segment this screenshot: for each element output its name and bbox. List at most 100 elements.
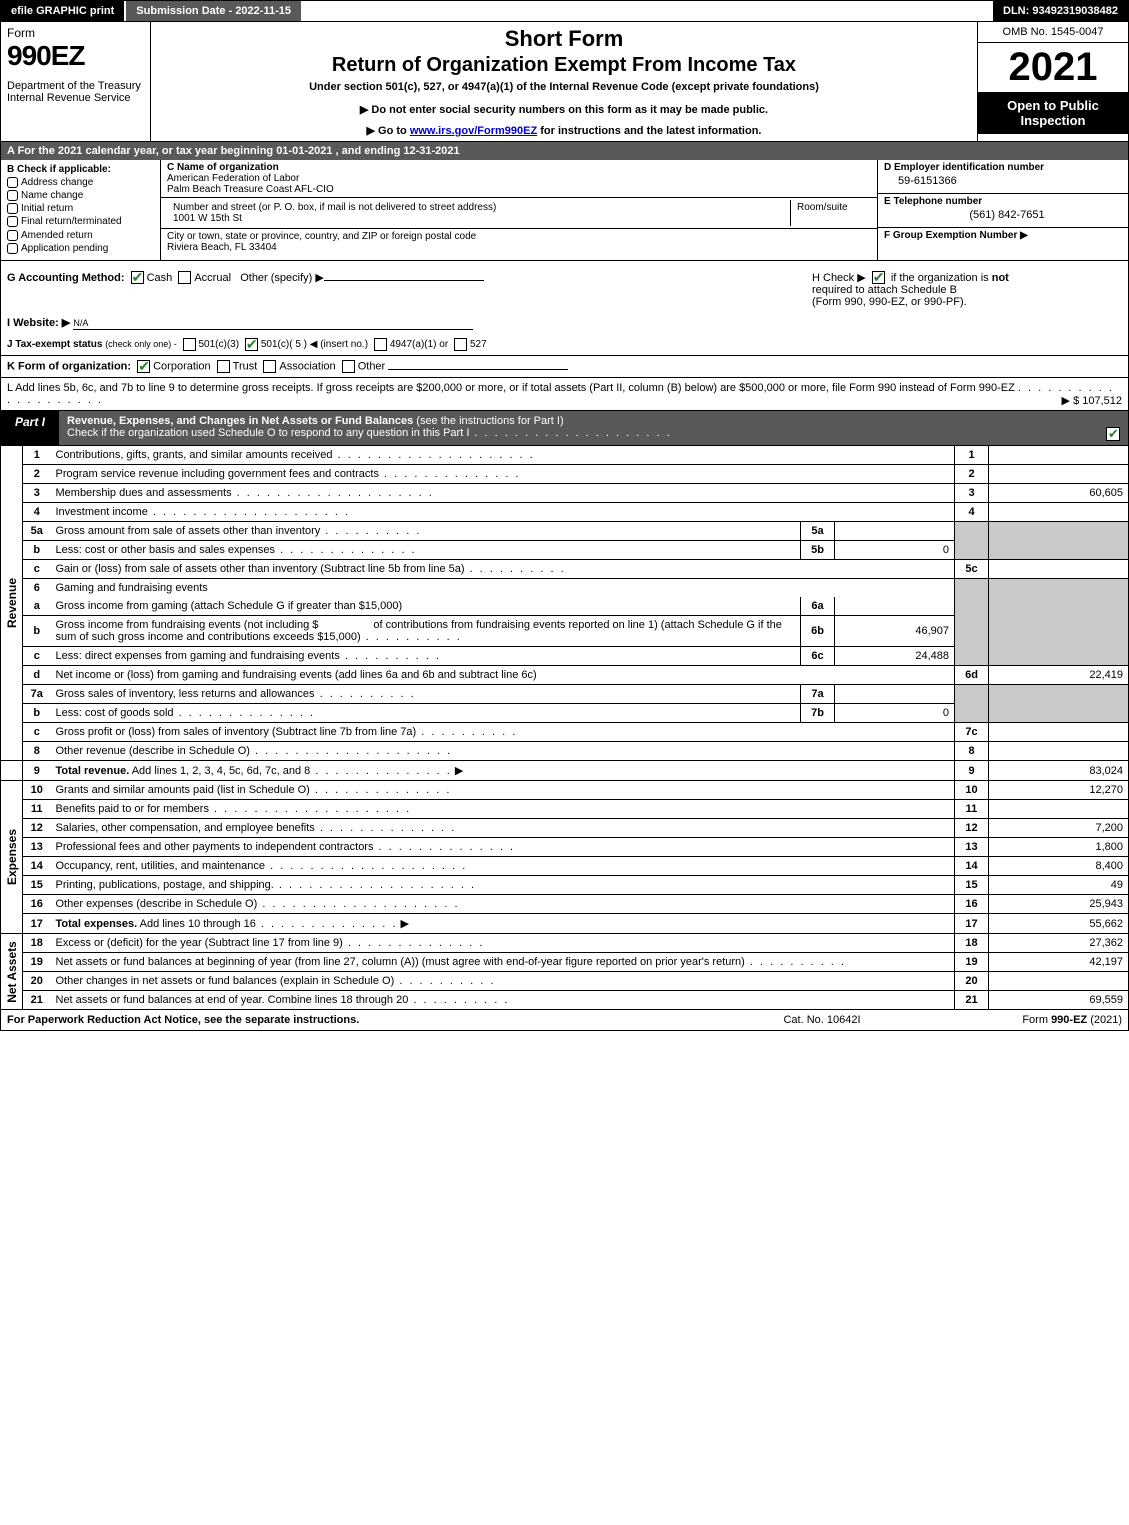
dots-icon xyxy=(174,707,316,719)
txt: Printing, publications, postage, and shi… xyxy=(56,879,274,891)
dots-icon xyxy=(373,841,515,853)
line-desc: Net assets or fund balances at beginning… xyxy=(51,953,955,972)
line-desc: Net assets or fund balances at end of ye… xyxy=(51,991,955,1010)
grey-cell xyxy=(955,522,989,560)
org-name-1: American Federation of Labor xyxy=(167,173,871,184)
amt-cell xyxy=(989,972,1129,991)
chk-other[interactable] xyxy=(342,360,355,373)
chk-h[interactable] xyxy=(872,271,885,284)
room-suite-label: Room/suite xyxy=(791,200,871,226)
header-center: Short Form Return of Organization Exempt… xyxy=(151,22,978,141)
sub-line-num: 7b xyxy=(801,704,835,723)
num-col: 6d xyxy=(955,666,989,685)
j-o2: 501(c)( 5 ) ◀ (insert no.) xyxy=(261,340,368,351)
dots-icon xyxy=(340,650,441,662)
sub-amt: 0 xyxy=(835,541,955,560)
amt-cell: 55,662 xyxy=(989,914,1129,934)
line-desc: Less: cost of goods sold xyxy=(51,704,801,723)
city-label: City or town, state or province, country… xyxy=(167,231,871,242)
line-desc: Other expenses (describe in Schedule O) xyxy=(51,895,955,914)
expenses-table: Expenses 10 Grants and similar amounts p… xyxy=(0,781,1129,934)
short-form-title: Short Form xyxy=(159,26,969,52)
line-desc: Gross profit or (loss) from sales of inv… xyxy=(51,723,955,742)
txt: Net assets or fund balances at end of ye… xyxy=(56,994,409,1006)
chk-association[interactable] xyxy=(263,360,276,373)
chk-schedule-o[interactable] xyxy=(1106,427,1120,441)
line-desc: Contributions, gifts, grants, and simila… xyxy=(51,446,955,465)
chk-final-return[interactable]: Final return/terminated xyxy=(7,216,154,227)
sub-amt xyxy=(835,522,955,541)
k-label: K Form of organization: xyxy=(7,361,131,373)
amt-cell: 60,605 xyxy=(989,484,1129,503)
section-a-tax-year: A For the 2021 calendar year, or tax yea… xyxy=(0,142,1129,160)
line-desc: Salaries, other compensation, and employ… xyxy=(51,819,955,838)
dots-icon xyxy=(469,427,671,439)
header-left: Form 990EZ Department of the Treasury In… xyxy=(1,22,151,141)
opt-label: Address change xyxy=(21,177,93,188)
omb-number: OMB No. 1545-0047 xyxy=(978,22,1128,43)
chk-trust[interactable] xyxy=(217,360,230,373)
expenses-vertical-label: Expenses xyxy=(1,781,23,934)
chk-application-pending[interactable]: Application pending xyxy=(7,243,154,254)
amt-cell xyxy=(989,742,1129,761)
dots-icon xyxy=(394,975,495,987)
chk-initial-return[interactable]: Initial return xyxy=(7,203,154,214)
dots-icon xyxy=(343,937,485,949)
checkbox-icon xyxy=(7,216,18,227)
txt: Membership dues and assessments xyxy=(56,487,232,499)
chk-amended-return[interactable]: Amended return xyxy=(7,230,154,241)
c-name-label: C Name of organization xyxy=(167,162,871,173)
line-num: c xyxy=(23,723,51,742)
chk-501c[interactable] xyxy=(245,338,258,351)
txt: Gross amount from sale of assets other t… xyxy=(56,525,321,537)
dots-icon xyxy=(745,956,846,968)
amt-cell xyxy=(989,465,1129,484)
part1-title: Revenue, Expenses, and Changes in Net As… xyxy=(67,415,413,427)
grey-cell xyxy=(955,685,989,723)
num-col: 5c xyxy=(955,560,989,579)
dots-icon xyxy=(265,860,467,872)
phone-value: (561) 842-7651 xyxy=(884,207,1122,225)
amt-cell xyxy=(989,446,1129,465)
txt: Grants and similar amounts paid (list in… xyxy=(56,784,310,796)
b-title: B Check if applicable: xyxy=(7,164,154,175)
topbar-spacer xyxy=(301,1,993,21)
amt-cell: 22,419 xyxy=(989,666,1129,685)
chk-cash[interactable] xyxy=(131,271,144,284)
table-row: 19 Net assets or fund balances at beginn… xyxy=(1,953,1129,972)
j-o1: 501(c)(3) xyxy=(199,340,240,351)
num-col: 11 xyxy=(955,800,989,819)
line-num: 1 xyxy=(23,446,51,465)
dots-icon xyxy=(310,784,452,796)
line-num: 4 xyxy=(23,503,51,522)
section-def: D Employer identification number 59-6151… xyxy=(878,160,1128,260)
line-num: 2 xyxy=(23,465,51,484)
dots-icon xyxy=(408,994,509,1006)
chk-4947[interactable] xyxy=(374,338,387,351)
cash-label: Cash xyxy=(147,272,173,284)
irs-link[interactable]: www.irs.gov/Form990EZ xyxy=(410,125,537,137)
street-label: Number and street (or P. O. box, if mail… xyxy=(173,202,784,213)
amt-cell: 69,559 xyxy=(989,991,1129,1010)
num-col: 1 xyxy=(955,446,989,465)
chk-527[interactable] xyxy=(454,338,467,351)
chk-address-change[interactable]: Address change xyxy=(7,177,154,188)
line-desc: Total expenses. Add lines 10 through 16 xyxy=(51,914,955,934)
table-row: c Gross profit or (loss) from sales of i… xyxy=(1,723,1129,742)
dots-icon xyxy=(315,822,457,834)
line-num: 7a xyxy=(23,685,51,704)
footer-center: Cat. No. 10642I xyxy=(722,1014,922,1026)
table-row: d Net income or (loss) from gaming and f… xyxy=(1,666,1129,685)
dots-icon xyxy=(257,898,459,910)
checkbox-icon xyxy=(7,190,18,201)
e-block: E Telephone number (561) 842-7651 xyxy=(878,194,1128,228)
num-col: 9 xyxy=(955,761,989,781)
chk-501c3[interactable] xyxy=(183,338,196,351)
chk-corporation[interactable] xyxy=(137,360,150,373)
checkbox-icon xyxy=(7,203,18,214)
chk-accrual[interactable] xyxy=(178,271,191,284)
row-l: L Add lines 5b, 6c, and 7b to line 9 to … xyxy=(0,378,1129,411)
table-row: 16 Other expenses (describe in Schedule … xyxy=(1,895,1129,914)
amt-cell: 83,024 xyxy=(989,761,1129,781)
chk-name-change[interactable]: Name change xyxy=(7,190,154,201)
